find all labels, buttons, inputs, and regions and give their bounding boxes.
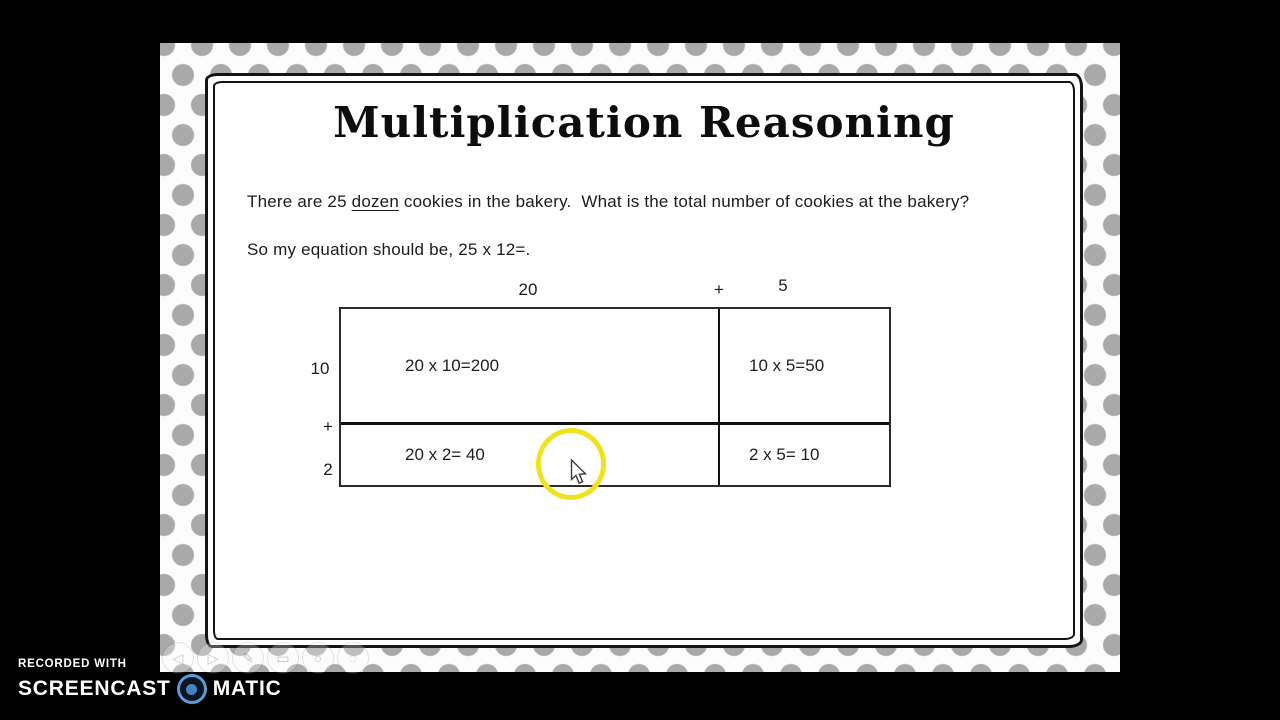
slide: Multiplication Reasoning There are 25 do…	[205, 73, 1083, 648]
row-label-10: 10	[310, 359, 330, 378]
logo-center-dot	[186, 683, 198, 695]
problem-text: There are 25 dozen cookies in the bakery…	[247, 192, 1057, 212]
row-label-2: 2	[323, 460, 333, 479]
toolbar-previous-button[interactable]: ◁	[163, 643, 193, 673]
toolbar-pointer-button[interactable]: ◌	[338, 643, 368, 673]
column-label-5: 5	[778, 276, 788, 295]
area-model-cell-bottom-left: 20 x 2= 40	[341, 425, 720, 485]
toolbar-zoom-button[interactable]: ○	[303, 643, 333, 673]
area-model-cell-top-left: 20 x 10=200	[341, 309, 720, 425]
problem-part1: There are 25	[247, 192, 352, 211]
brand-screencast-label: SCREENCAST	[18, 677, 171, 700]
toolbar-eraser-button[interactable]: ▭	[268, 643, 298, 673]
underlined-word: dozen	[351, 192, 399, 211]
area-model-table: 20 x 10=200 10 x 5=50 20 x 2= 40 2 x 5= …	[339, 307, 891, 487]
watermark: RECORDED WITH SCREENCAST MATIC	[18, 658, 282, 704]
recorder-toolbar: ◁ ▷ ✎ ▭ ○ ◌	[163, 643, 368, 673]
brand-matic-label: MATIC	[212, 677, 282, 700]
column-plus-sign: +	[714, 280, 724, 299]
column-label-20: 20	[518, 280, 538, 299]
slide-title: Multiplication Reasoning	[333, 98, 955, 147]
brand-row: SCREENCAST MATIC	[18, 674, 282, 704]
slide-background: Multiplication Reasoning There are 25 do…	[160, 43, 1120, 672]
row-plus-sign: +	[323, 417, 333, 436]
problem-part2: cookies in the bakery. What is the total…	[399, 192, 970, 211]
toolbar-pen-button[interactable]: ✎	[233, 643, 263, 673]
area-model-cell-bottom-right: 2 x 5= 10	[749, 445, 820, 464]
toolbar-next-button[interactable]: ▷	[198, 643, 228, 673]
screencastomatic-logo-icon	[176, 674, 207, 704]
equation-text: So my equation should be, 25 x 12=.	[247, 240, 531, 259]
recorded-with-label: RECORDED WITH	[18, 658, 127, 670]
area-model-cell-top-right: 10 x 5=50	[720, 309, 889, 425]
